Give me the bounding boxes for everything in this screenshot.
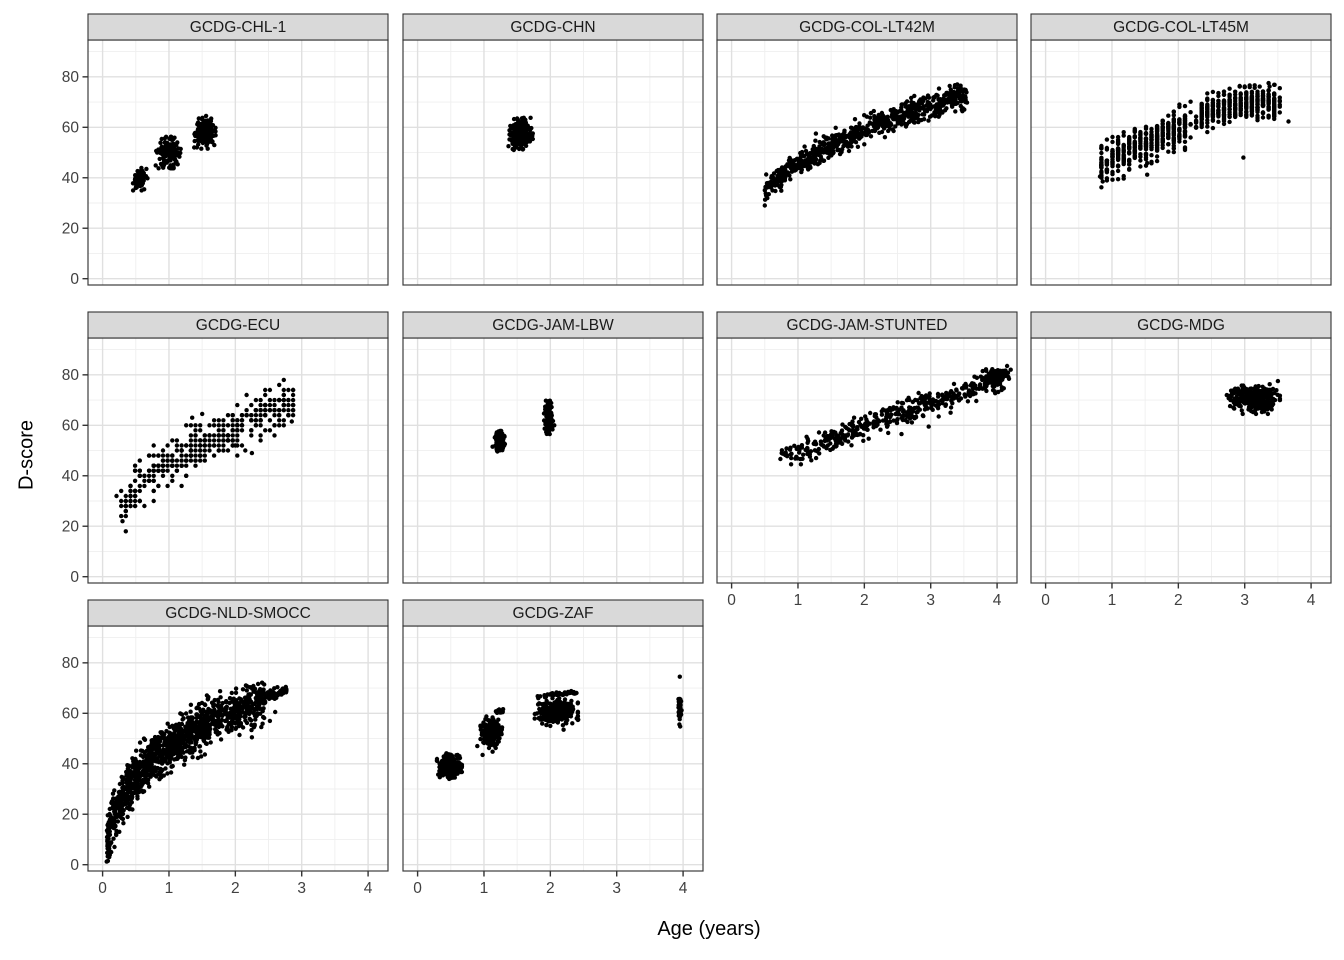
data-points-GCDG-JAM-STUNTED	[778, 363, 1013, 467]
strip-GCDG-JAM-STUNTED	[716, 311, 1018, 339]
data-points-GCDG-MDG	[1224, 378, 1283, 417]
x-tick-label: 4	[993, 592, 1002, 609]
y-tick-label: 20	[62, 519, 80, 536]
x-tick-label: 0	[98, 880, 107, 897]
strip-GCDG-CHL-1	[87, 13, 389, 41]
strip-label: GCDG-COL-LT42M	[799, 19, 935, 36]
strip-label: GCDG-JAM-STUNTED	[786, 317, 947, 334]
y-tick-label: 60	[62, 418, 80, 435]
x-tick-label: 0	[727, 592, 736, 609]
data-points-GCDG-NLD-SMOCC	[104, 680, 289, 864]
x-axis-title: Age (years)	[657, 918, 761, 940]
y-tick-label: 40	[62, 756, 80, 773]
y-tick-label: 0	[70, 857, 79, 874]
strip-GCDG-COL-LT45M	[1030, 13, 1332, 41]
x-tick-label: 2	[546, 880, 555, 897]
data-points-GCDG-JAM-LBW	[490, 398, 557, 454]
panel-GCDG-MDG: GCDG-MDG 0 1 2 3 4	[1030, 311, 1332, 609]
y-tick-label: 0	[70, 271, 79, 288]
panel-GCDG-ZAF: GCDG-ZAF 0 1 2 3 4	[402, 599, 704, 897]
y-tick-label: 0	[70, 569, 79, 586]
strip-GCDG-JAM-LBW	[402, 311, 704, 339]
x-tick-label: 3	[926, 592, 935, 609]
y-tick-label: 40	[62, 468, 80, 485]
y-tick-label: 60	[62, 120, 80, 137]
strip-GCDG-NLD-SMOCC	[87, 599, 389, 627]
strip-label: GCDG-CHL-1	[190, 19, 286, 36]
y-axis-title: D-score	[15, 419, 38, 491]
strip-label: GCDG-NLD-SMOCC	[165, 605, 311, 622]
strip-GCDG-ZAF	[402, 599, 704, 627]
y-tick-label: 80	[62, 655, 80, 672]
data-points-GCDG-CHN	[506, 115, 535, 153]
x-tick-label: 3	[1240, 592, 1249, 609]
x-tick-label: 4	[364, 880, 373, 897]
x-tick-label: 4	[1307, 592, 1316, 609]
panel-GCDG-ECU: GCDG-ECU 0 20 40 60 80	[62, 311, 389, 586]
x-tick-label: 2	[231, 880, 240, 897]
strip-label: GCDG-MDG	[1137, 317, 1225, 334]
x-tick-label: 1	[1108, 592, 1117, 609]
strip-label: GCDG-CHN	[510, 19, 595, 36]
x-tick-label: 1	[794, 592, 803, 609]
panel-GCDG-COL-LT45M: GCDG-COL-LT45M	[1030, 13, 1332, 286]
panel-GCDG-CHN: GCDG-CHN	[402, 13, 704, 286]
data-points-GCDG-COL-LT42M	[762, 82, 970, 208]
x-tick-label: 3	[612, 880, 621, 897]
data-points-GCDG-ZAF	[434, 674, 684, 782]
strip-label: GCDG-ECU	[196, 317, 280, 334]
panel-GCDG-JAM-LBW: GCDG-JAM-LBW	[402, 311, 704, 584]
y-tick-label: 60	[62, 706, 80, 723]
x-tick-label: 1	[480, 880, 489, 897]
y-tick-label: 20	[62, 221, 80, 238]
panel-GCDG-COL-LT42M: GCDG-COL-LT42M	[716, 13, 1018, 286]
x-tick-label: 2	[860, 592, 869, 609]
strip-GCDG-ECU	[87, 311, 389, 339]
data-points-GCDG-COL-LT45M	[1097, 80, 1291, 190]
y-tick-label: 80	[62, 69, 80, 86]
x-tick-label: 1	[165, 880, 174, 897]
strip-GCDG-CHN	[402, 13, 704, 41]
strip-label: GCDG-COL-LT45M	[1113, 19, 1249, 36]
data-points-GCDG-ECU	[114, 377, 296, 534]
panel-GCDG-CHL-1: GCDG-CHL-1 0 20 40 60 80	[62, 13, 389, 288]
y-tick-label: 80	[62, 367, 80, 384]
x-tick-label: 3	[297, 880, 306, 897]
x-tick-label: 2	[1174, 592, 1183, 609]
y-tick-label: 20	[62, 807, 80, 824]
data-points-GCDG-CHL-1	[130, 113, 218, 193]
x-tick-label: 0	[1041, 592, 1050, 609]
panel-GCDG-NLD-SMOCC: GCDG-NLD-SMOCC 0 20 40 60 80 0 1 2 3 4	[62, 599, 389, 897]
strip-GCDG-MDG	[1030, 311, 1332, 339]
panel-GCDG-JAM-STUNTED: GCDG-JAM-STUNTED 0 1 2 3 4	[716, 311, 1018, 609]
y-tick-label: 40	[62, 170, 80, 187]
x-tick-label: 0	[413, 880, 422, 897]
x-tick-label: 4	[679, 880, 688, 897]
strip-GCDG-COL-LT42M	[716, 13, 1018, 41]
strip-label: GCDG-ZAF	[513, 605, 594, 622]
strip-label: GCDG-JAM-LBW	[492, 317, 614, 334]
